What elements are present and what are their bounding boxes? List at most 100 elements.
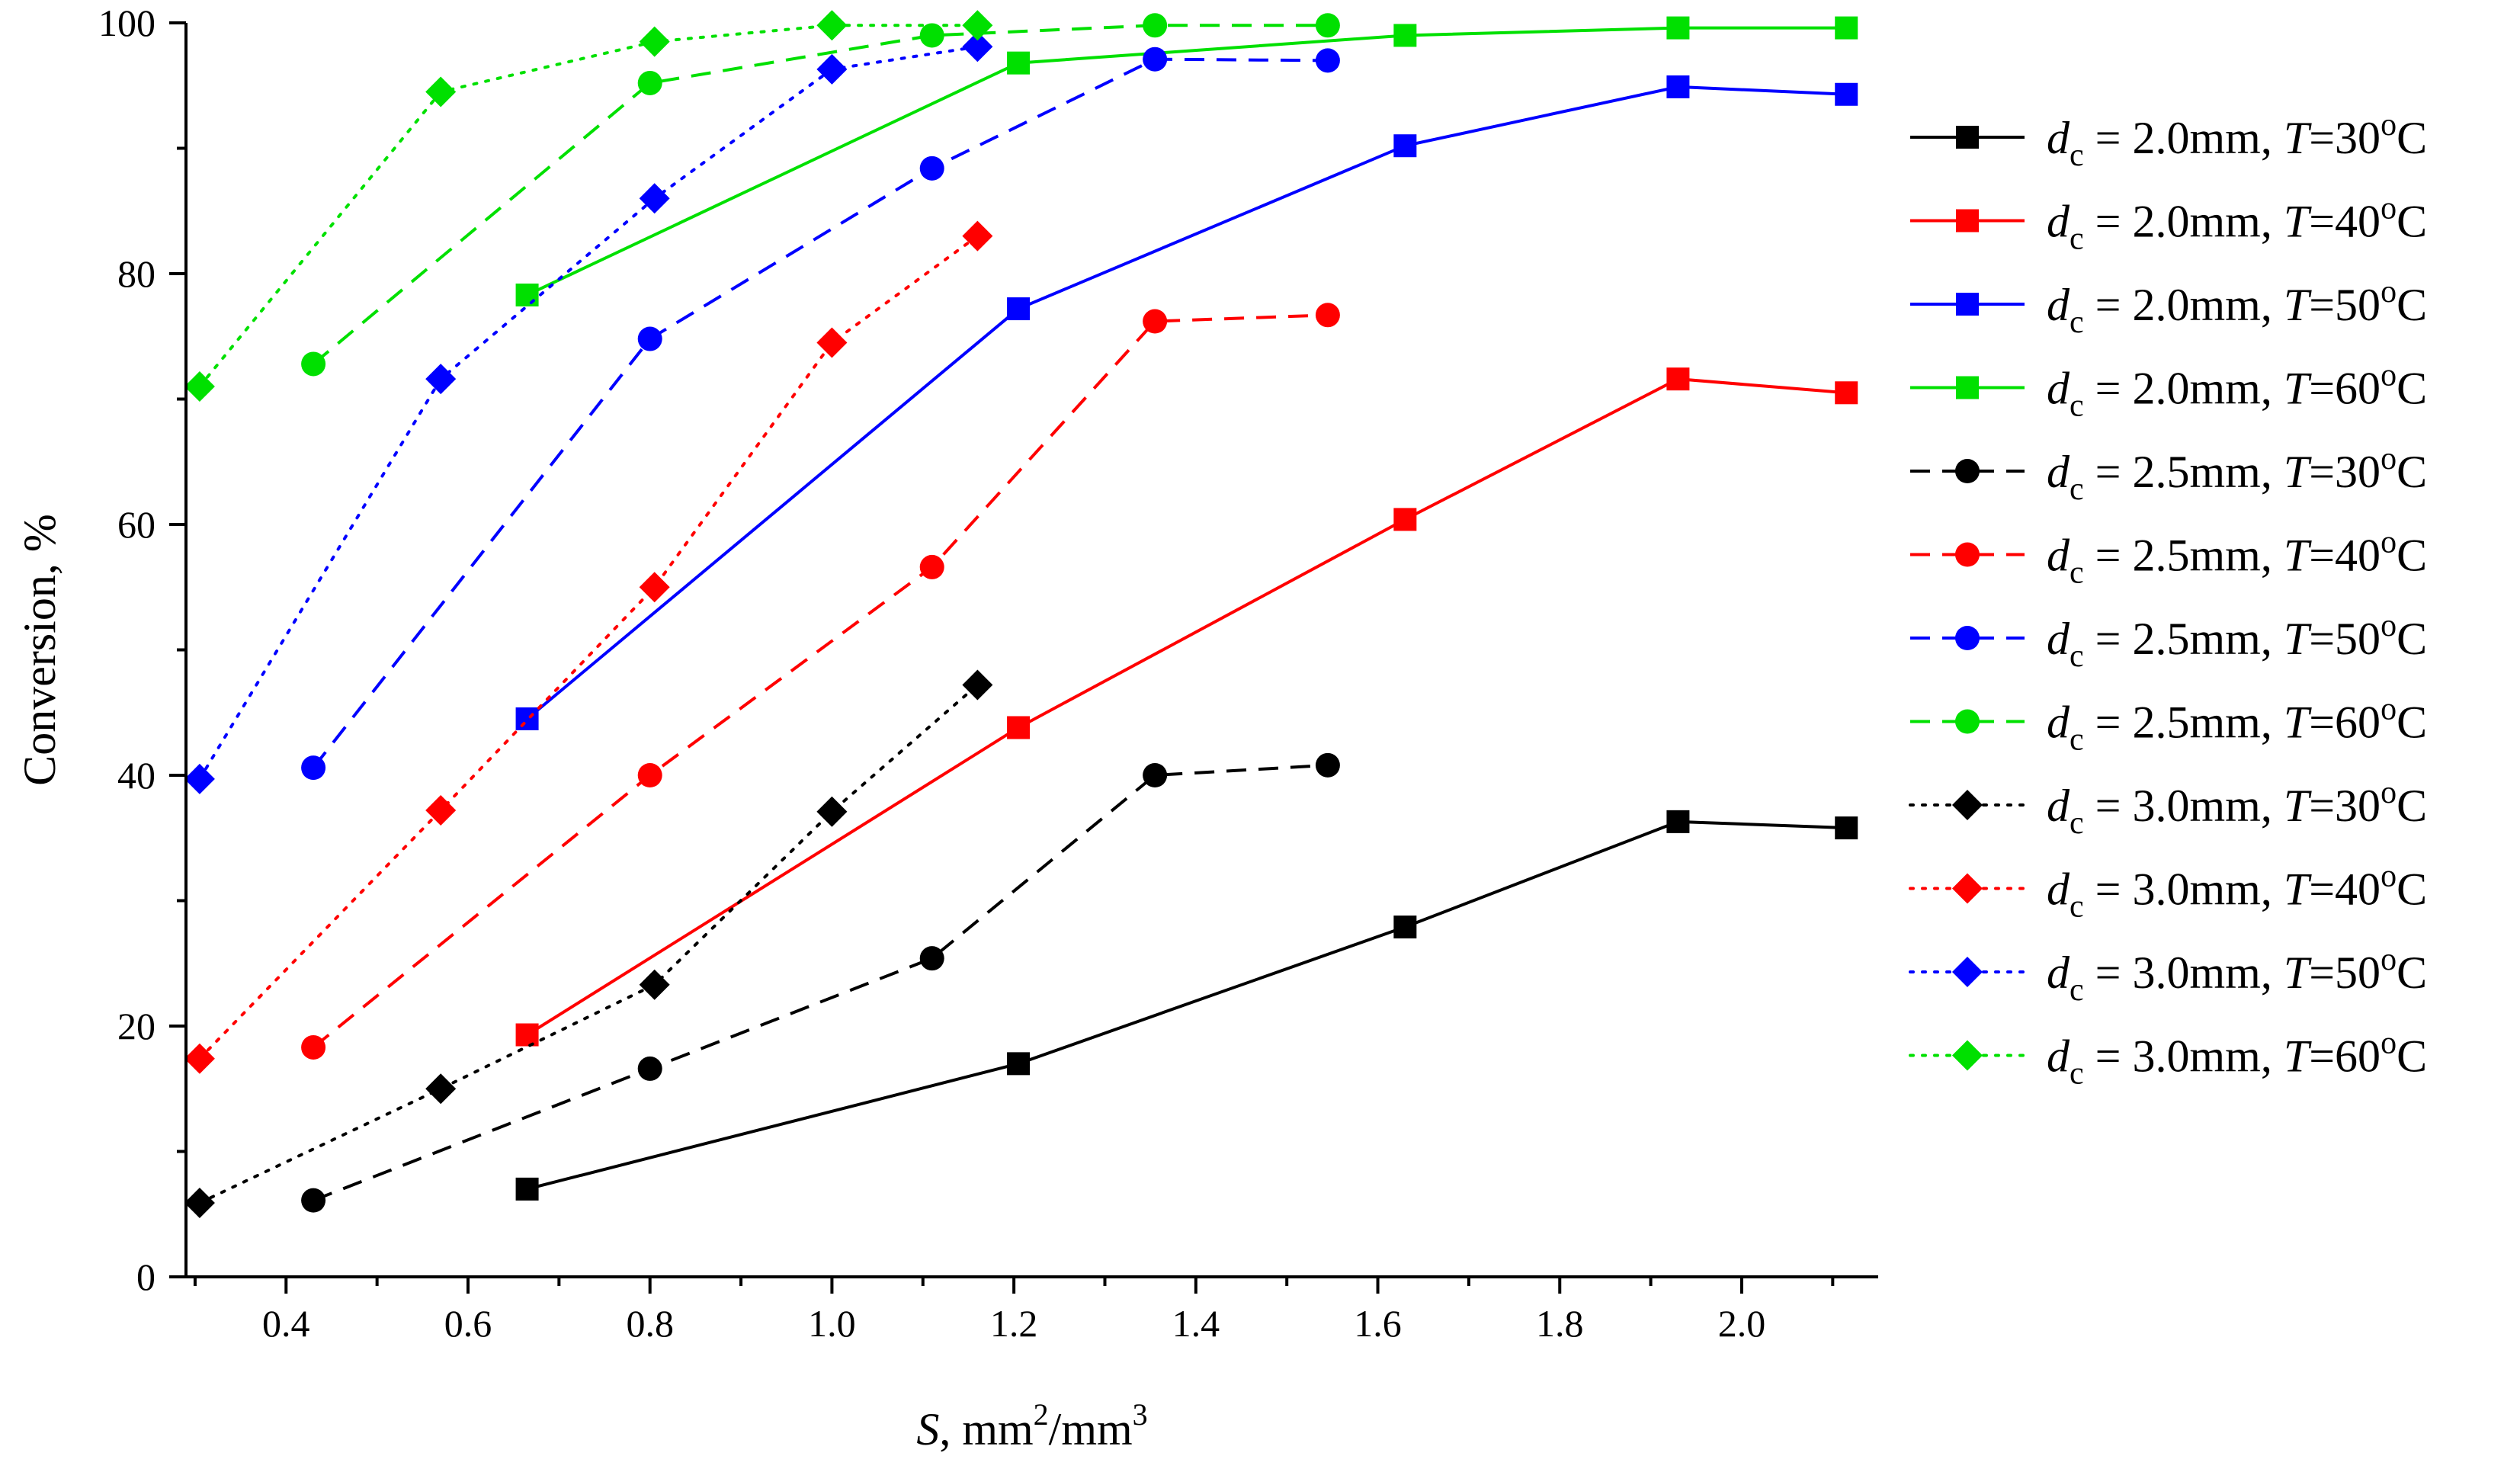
series-7	[301, 47, 1340, 781]
data-point	[919, 156, 944, 181]
data-point	[639, 969, 670, 1000]
data-point	[184, 763, 215, 794]
legend-degree-sup: o	[2381, 274, 2397, 309]
legend-label: dc = 2.0mm, T=60oC	[2047, 358, 2427, 424]
data-point	[1835, 381, 1858, 405]
legend-unit: C	[2397, 447, 2427, 497]
data-point	[1315, 48, 1340, 73]
series-layer	[184, 10, 1858, 1218]
legend-symbol-t: T	[2284, 113, 2312, 163]
data-point	[639, 572, 670, 603]
legend-unit: C	[2397, 614, 2427, 664]
legend-marker-swatch	[1956, 209, 1979, 233]
legend-symbol-t: T	[2284, 864, 2312, 915]
data-point	[639, 26, 670, 57]
legend-label: dc = 3.0mm, T=60oC	[2047, 1026, 2427, 1092]
legend-temperature: =60	[2309, 698, 2381, 748]
data-point	[1666, 367, 1690, 391]
legend-temperature: =30	[2309, 781, 2381, 831]
legend-degree-sup: o	[2381, 358, 2397, 393]
data-point	[301, 1034, 326, 1060]
y-tick-label: 60	[117, 503, 155, 546]
legend-marker-swatch	[1955, 542, 1980, 567]
data-point	[1393, 134, 1417, 158]
legend-degree-sup: o	[2381, 191, 2397, 226]
data-point	[637, 1056, 662, 1081]
legend-marker-swatch	[1956, 376, 1979, 399]
legend-symbol-t: T	[2284, 447, 2312, 497]
legend-symbol-d: d	[2047, 864, 2070, 915]
legend-diameter: = 2.0mm,	[2084, 364, 2284, 414]
legend-diameter: = 3.0mm,	[2084, 1031, 2284, 1082]
data-point	[301, 1188, 326, 1213]
legend-diameter: = 3.0mm,	[2084, 948, 2284, 998]
legend-unit: C	[2397, 531, 2427, 581]
legend-symbol-t: T	[2284, 364, 2312, 414]
data-point	[1393, 508, 1417, 531]
data-point	[515, 1023, 539, 1047]
legend-diameter: = 2.5mm,	[2084, 531, 2284, 581]
legend-diameter: = 3.0mm,	[2084, 781, 2284, 831]
legend-subscript: c	[2070, 138, 2084, 173]
legend-symbol-t: T	[2284, 280, 2312, 330]
data-point	[1315, 13, 1340, 38]
legend-entry: dc = 2.0mm, T=60oC	[1910, 358, 2427, 424]
series-line	[312, 57, 1328, 769]
legend-symbol-t: T	[2284, 197, 2312, 247]
legend-symbol-d: d	[2047, 614, 2070, 664]
x-axis-title: S, mm2/mm3	[916, 1397, 1147, 1454]
data-point	[962, 10, 993, 41]
legend-entry: dc = 2.5mm, T=50oC	[1910, 608, 2427, 674]
legend-label: dc = 2.5mm, T=60oC	[2047, 692, 2427, 758]
x-tick-label: 0.8	[626, 1302, 674, 1345]
legend-label: dc = 3.0mm, T=30oC	[2047, 775, 2427, 841]
data-point	[637, 326, 662, 351]
series-3	[515, 75, 1858, 730]
data-point	[637, 763, 662, 787]
data-point	[816, 796, 848, 827]
legend-symbol-d: d	[2047, 948, 2070, 998]
data-point	[919, 554, 944, 579]
legend-temperature: =40	[2309, 197, 2381, 247]
legend-subscript: c	[2070, 973, 2084, 1008]
legend-temperature: =40	[2309, 864, 2381, 915]
legend-entry: dc = 2.0mm, T=50oC	[1910, 274, 2427, 340]
data-point	[1143, 13, 1168, 38]
legend-label: dc = 3.0mm, T=50oC	[2047, 942, 2427, 1008]
y-tick-label: 80	[117, 252, 155, 295]
axes: 0.4 0.6 0.8 1.0 1.2 1.4 1.6 1.8 2.0 0 20 40 60 80 100 C…	[14, 2, 1878, 1454]
legend-entry: dc = 2.5mm, T=30oC	[1910, 441, 2427, 507]
legend-degree-sup: o	[2381, 107, 2397, 143]
data-point	[962, 31, 993, 63]
series-6	[301, 303, 1340, 1060]
legend-diameter: = 2.0mm,	[2084, 113, 2284, 163]
data-point	[1835, 82, 1858, 106]
legend-label: dc = 3.0mm, T=40oC	[2047, 859, 2427, 925]
legend-degree-sup: o	[2381, 859, 2397, 894]
legend-temperature: =40	[2309, 531, 2381, 581]
legend-entry: dc = 3.0mm, T=40oC	[1909, 859, 2427, 925]
data-point	[425, 795, 457, 826]
data-point	[1393, 916, 1417, 939]
legend-entry: dc = 3.0mm, T=50oC	[1909, 942, 2427, 1008]
y-tick-label: 100	[98, 2, 155, 44]
data-point	[184, 1187, 215, 1218]
x-axis-title-symbol: S	[916, 1404, 939, 1454]
x-tick-label: 2.0	[1718, 1302, 1766, 1345]
legend-marker-swatch	[1952, 873, 1983, 904]
series-1	[515, 810, 1858, 1201]
x-tick-label: 1.4	[1172, 1302, 1220, 1345]
legend-unit: C	[2397, 364, 2427, 414]
legend-marker-swatch	[1955, 626, 1980, 650]
legend-unit: C	[2397, 1031, 2427, 1082]
data-point	[515, 1177, 539, 1201]
legend-label: dc = 2.5mm, T=50oC	[2047, 608, 2427, 674]
legend-degree-sup: o	[2381, 692, 2397, 727]
legend-subscript: c	[2070, 890, 2084, 925]
legend-entry: dc = 2.5mm, T=60oC	[1910, 692, 2427, 758]
legend-symbol-d: d	[2047, 280, 2070, 330]
legend-subscript: c	[2070, 806, 2084, 841]
legend-degree-sup: o	[2381, 608, 2397, 643]
legend-marker-swatch	[1956, 293, 1979, 316]
